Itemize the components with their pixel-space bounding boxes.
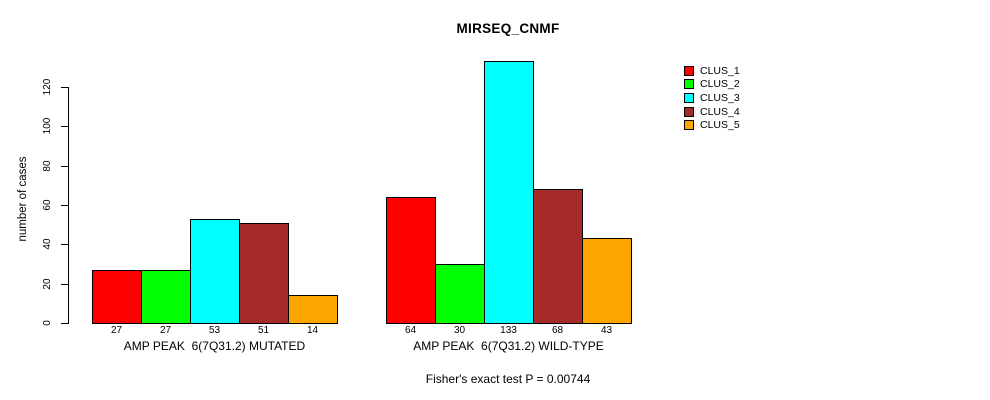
legend-label: CLUS_3 <box>700 91 740 104</box>
y-tick-mark <box>61 205 68 206</box>
legend-swatch-clus_4 <box>684 106 694 117</box>
y-tick-label: 120 <box>42 78 53 96</box>
legend-row: CLUS_5 <box>684 118 740 132</box>
legend-swatch-clus_2 <box>684 79 694 90</box>
y-axis-line <box>68 87 69 324</box>
bar-clus_4 <box>533 189 583 324</box>
y-tick-mark <box>61 244 68 245</box>
bar-value-label: 68 <box>551 325 564 336</box>
legend-label: CLUS_4 <box>700 105 740 118</box>
legend-row: CLUS_1 <box>684 64 740 78</box>
bar-value-label: 14 <box>306 325 319 336</box>
y-tick-mark <box>61 87 68 88</box>
bar-value-label: 53 <box>208 325 221 336</box>
bar-clus_3 <box>484 61 534 324</box>
y-tick-label: 100 <box>42 117 53 135</box>
legend-row: CLUS_2 <box>684 78 740 92</box>
legend-swatch-clus_5 <box>684 120 694 131</box>
y-tick-mark <box>61 284 68 285</box>
bar-clus_2 <box>141 270 191 324</box>
legend-label: CLUS_2 <box>700 78 740 91</box>
legend-label: CLUS_5 <box>700 119 740 132</box>
y-tick-label: 40 <box>42 238 53 250</box>
bar-clus_5 <box>582 238 632 324</box>
y-tick-mark <box>61 126 68 127</box>
y-tick-label: 60 <box>42 199 53 211</box>
bar-clus_1 <box>92 270 142 324</box>
bar-value-label: 30 <box>453 325 466 336</box>
bar-clus_2 <box>435 264 485 324</box>
bar-value-label: 43 <box>600 325 613 336</box>
chart-title: MIRSEQ_CNMF <box>456 21 560 36</box>
group-label: AMP PEAK 6(7Q31.2) MUTATED <box>123 339 306 353</box>
bar-clus_1 <box>386 197 436 324</box>
group-label: AMP PEAK 6(7Q31.2) WILD-TYPE <box>413 339 604 353</box>
legend-label: CLUS_1 <box>700 64 740 77</box>
y-axis-label: number of cases <box>17 156 29 242</box>
annotation-text: Fisher's exact test P = 0.00744 <box>425 372 591 386</box>
legend-row: CLUS_4 <box>684 105 740 119</box>
y-tick-label: 0 <box>42 320 53 326</box>
legend: CLUS_1 CLUS_2 CLUS_3 CLUS_4 CLUS_5 <box>684 64 740 132</box>
y-tick-mark <box>61 323 68 324</box>
bar-value-label: 133 <box>500 325 517 336</box>
bar-value-label: 51 <box>257 325 270 336</box>
bar-clus_5 <box>288 295 338 324</box>
legend-swatch-clus_1 <box>684 65 694 76</box>
y-tick-label: 80 <box>42 160 53 172</box>
bar-clus_4 <box>239 223 289 324</box>
legend-swatch-clus_3 <box>684 92 694 103</box>
bar-value-label: 27 <box>159 325 172 336</box>
bar-clus_3 <box>190 219 240 324</box>
bar-value-label: 64 <box>404 325 417 336</box>
legend-row: CLUS_3 <box>684 91 740 105</box>
y-tick-label: 20 <box>42 278 53 290</box>
bar-value-label: 27 <box>110 325 123 336</box>
y-tick-mark <box>61 166 68 167</box>
